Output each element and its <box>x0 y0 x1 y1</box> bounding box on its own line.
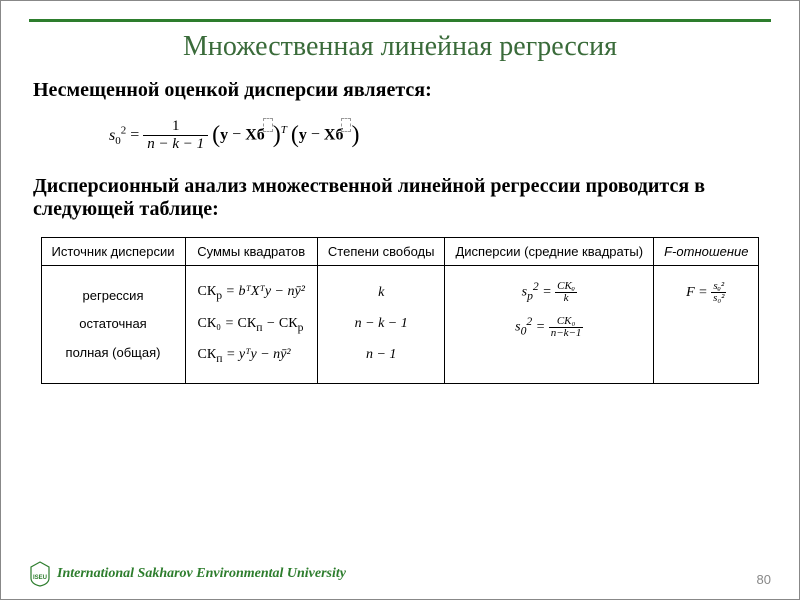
accent-bar <box>29 19 771 22</box>
page-number: 80 <box>757 572 771 587</box>
col-f: F-отношение <box>654 238 759 266</box>
f-ratio: F = sᵨ²s₀² <box>654 266 759 384</box>
col-ss: Суммы квадратов <box>185 238 317 266</box>
university-logo-icon: ISEU <box>29 561 51 587</box>
df-values: k n − k − 1 n − 1 <box>317 266 445 384</box>
col-source: Источник дисперсии <box>41 238 185 266</box>
footer: ISEU International Sakharov Environmenta… <box>29 561 771 587</box>
table-intro: Дисперсионный анализ множественной линей… <box>29 175 771 221</box>
university-name: International Sakharov Environmental Uni… <box>57 566 346 582</box>
variance-formula: s02 = 1n − k − 1 (y − Xб)T (y − Xб) <box>29 118 771 153</box>
col-df: Степени свободы <box>317 238 445 266</box>
svg-text:ISEU: ISEU <box>33 575 47 581</box>
ss-formulas: СКр = bᵀXᵀy − nȳ² СК₀ = СКп − СКр СКп = … <box>185 266 317 384</box>
anova-table: Источник дисперсии Суммы квадратов Степе… <box>41 237 760 384</box>
ms-formulas: sр2 = СКᵨk s02 = СК₀n−k−1 <box>445 266 654 384</box>
col-ms: Дисперсии (средние квадраты) <box>445 238 654 266</box>
source-labels: регрессия остаточная полная (общая) <box>41 266 185 384</box>
intro-text: Несмещенной оценкой дисперсии является: <box>29 79 771 102</box>
slide-title: Множественная линейная регрессия <box>29 31 771 63</box>
